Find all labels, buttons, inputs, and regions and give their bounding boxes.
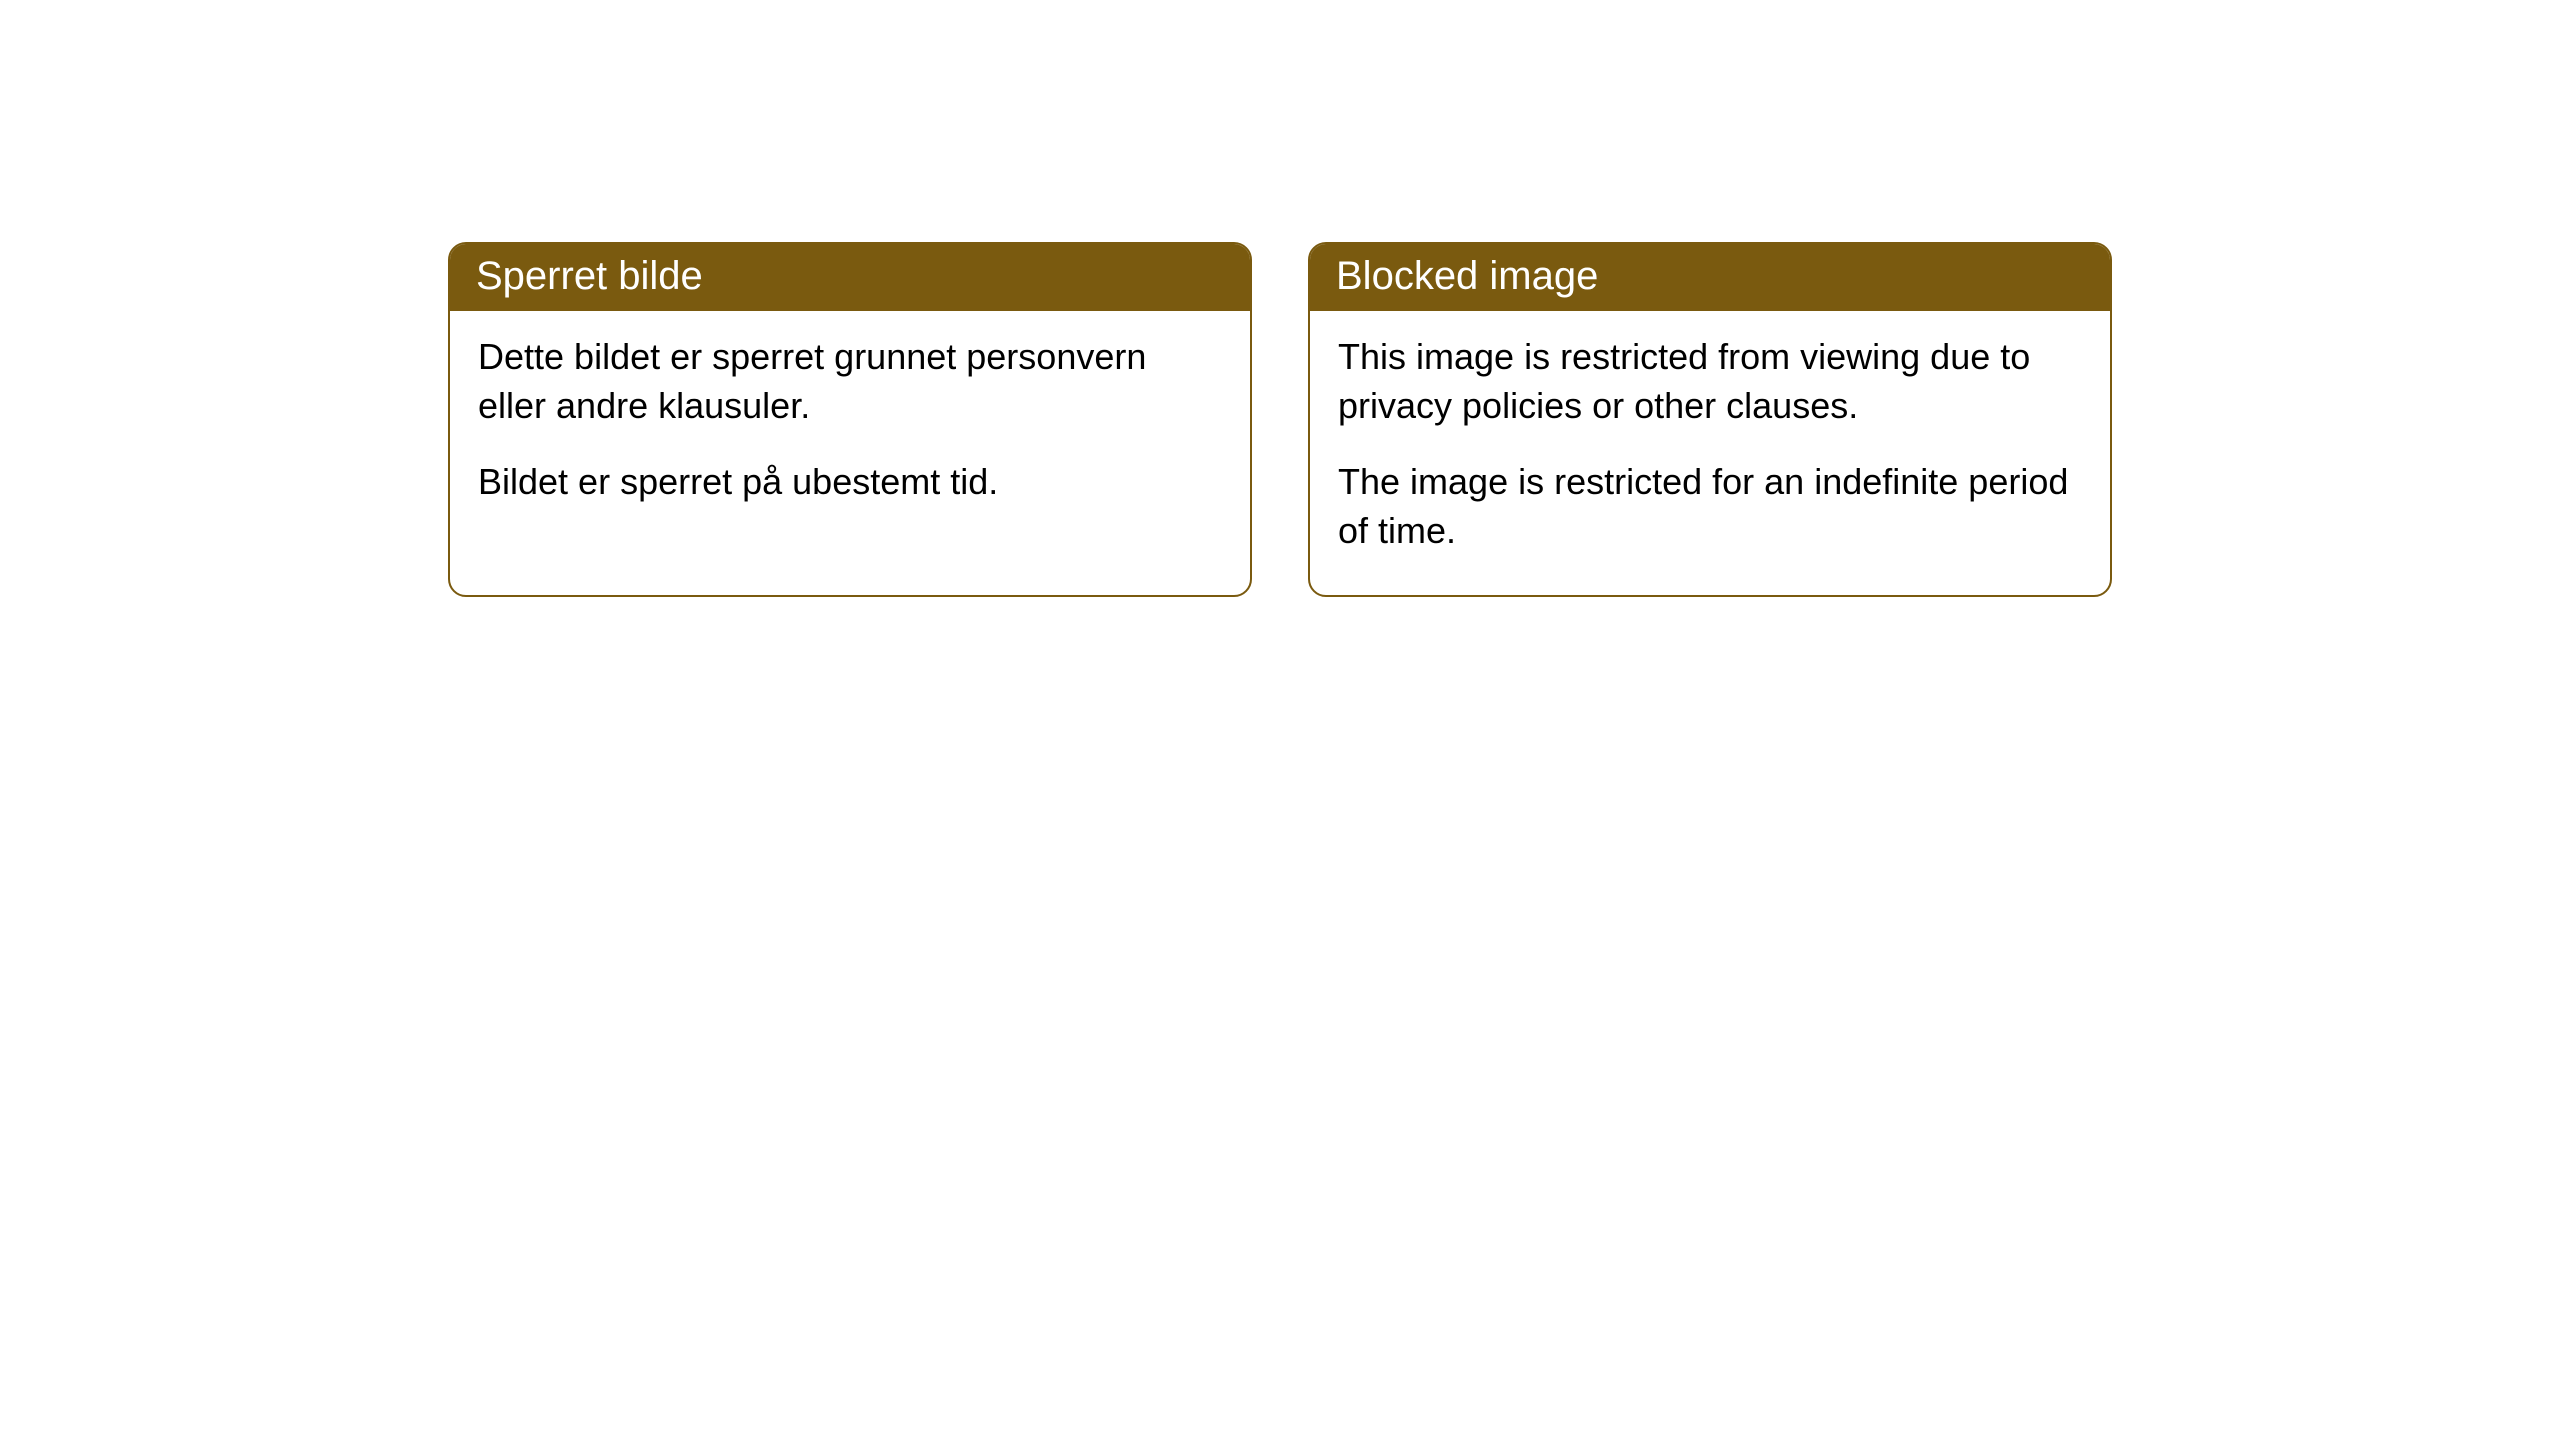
card-body: This image is restricted from viewing du… [1310,311,2110,595]
notice-card-english: Blocked image This image is restricted f… [1308,242,2112,597]
notice-cards-container: Sperret bilde Dette bildet er sperret gr… [448,242,2112,597]
card-paragraph: The image is restricted for an indefinit… [1338,458,2082,555]
card-paragraph: This image is restricted from viewing du… [1338,333,2082,430]
card-header: Blocked image [1310,244,2110,311]
card-body: Dette bildet er sperret grunnet personve… [450,311,1250,547]
card-header: Sperret bilde [450,244,1250,311]
notice-card-norwegian: Sperret bilde Dette bildet er sperret gr… [448,242,1252,597]
card-title: Sperret bilde [476,254,703,298]
card-paragraph: Bildet er sperret på ubestemt tid. [478,458,1222,507]
card-paragraph: Dette bildet er sperret grunnet personve… [478,333,1222,430]
card-title: Blocked image [1336,254,1598,298]
